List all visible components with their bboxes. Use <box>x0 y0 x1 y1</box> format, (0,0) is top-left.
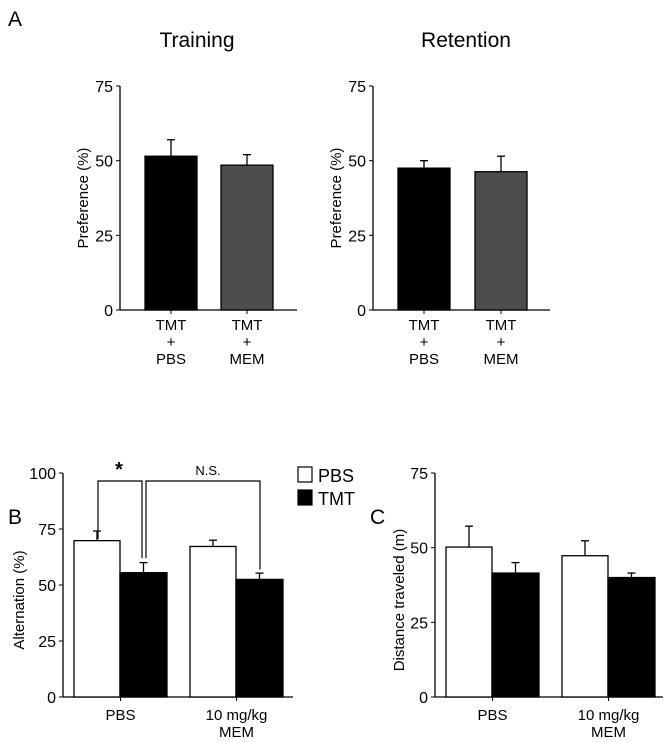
x-tick-label: TMT <box>232 317 263 334</box>
panel-label-b: B <box>8 506 22 529</box>
bar-pbs <box>73 539 121 698</box>
significance-ns: N.S. <box>195 463 220 478</box>
y-axis-label: Preference (%) <box>328 148 345 249</box>
y-tick-label: 25 <box>38 634 56 651</box>
x-tick-label: PBS <box>409 351 439 368</box>
bar-tmt <box>491 572 540 698</box>
x-tick-label: + <box>497 334 506 351</box>
panel-label-c: C <box>370 506 385 529</box>
x-tick-label: MEM <box>230 351 265 368</box>
x-tick-label: TMT <box>409 317 440 334</box>
y-tick-label: 25 <box>410 615 428 632</box>
x-tick-label: TMT <box>486 317 517 334</box>
y-tick-label: 0 <box>47 690 56 707</box>
y-axis-label: Distance traveled (m) <box>391 529 408 672</box>
y-axis-label: Preference (%) <box>75 148 92 249</box>
bar-pbs <box>445 546 493 698</box>
chart-title: Retention <box>421 29 511 52</box>
y-tick-label: 0 <box>357 303 366 320</box>
y-tick-label: 25 <box>348 228 366 245</box>
panel-label-a: A <box>8 8 22 31</box>
y-tick-label: 75 <box>348 79 366 96</box>
x-tick-label: + <box>167 334 176 351</box>
bar-pbs <box>189 545 237 698</box>
bar-training <box>144 155 198 311</box>
bar-tmt <box>607 576 656 698</box>
legend-swatch <box>297 489 313 506</box>
x-tick-label: MEM <box>591 724 626 741</box>
y-axis-label: Alternation (%) <box>11 550 28 649</box>
x-tick-label: 10 mg/kg <box>578 707 640 724</box>
bar-tmt <box>235 578 284 698</box>
y-tick-label: 0 <box>104 303 113 320</box>
bar-retention <box>474 171 528 311</box>
y-tick-label: 75 <box>410 466 428 483</box>
bar-pbs <box>561 555 609 698</box>
y-tick-label: 75 <box>95 79 113 96</box>
legend-label: PBS <box>318 466 354 486</box>
y-tick-label: 50 <box>410 541 428 558</box>
y-tick-label: 50 <box>38 578 56 595</box>
chart-distance: Distance traveled (m) 0 25 50 75 PBS 10 mg/kgM… <box>391 466 663 741</box>
bar-retention <box>397 167 451 311</box>
bar-tmt <box>119 572 168 698</box>
y-tick-label: 100 <box>29 466 56 483</box>
bar-training <box>220 164 274 311</box>
chart-title: Training <box>159 29 234 52</box>
y-tick-label: 75 <box>38 522 56 539</box>
legend-label: TMT <box>318 489 355 509</box>
x-tick-label: PBS <box>105 707 135 724</box>
legend-swatch <box>297 466 313 483</box>
y-tick-label: 50 <box>95 154 113 171</box>
y-tick-label: 25 <box>95 228 113 245</box>
y-tick-label: 50 <box>348 154 366 171</box>
x-tick-label: MEM <box>219 724 254 741</box>
significance-star: * <box>115 459 123 481</box>
x-tick-label: PBS <box>156 351 186 368</box>
x-tick-label: MEM <box>484 351 519 368</box>
x-tick-label: + <box>420 334 429 351</box>
y-tick-label: 0 <box>419 690 428 707</box>
x-tick-label: TMT <box>156 317 187 334</box>
significance-bracket <box>97 480 143 559</box>
x-tick-label: 10 mg/kg <box>206 707 268 724</box>
x-tick-label: + <box>243 334 252 351</box>
x-tick-label: PBS <box>477 707 507 724</box>
significance-bracket <box>145 480 261 570</box>
